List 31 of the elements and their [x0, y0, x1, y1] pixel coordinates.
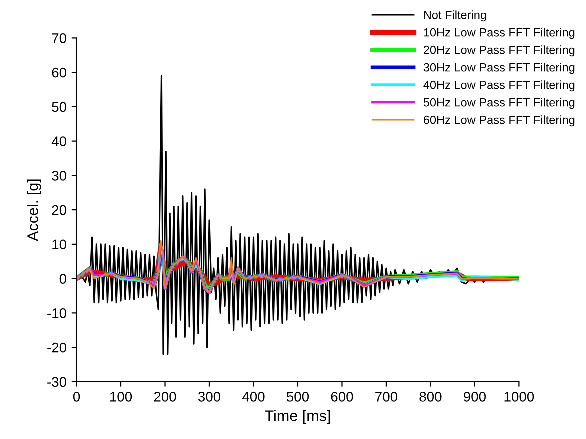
legend-label: 40Hz Low Pass FFT Filtering	[424, 80, 575, 92]
legend-label: Not Filtering	[424, 10, 486, 22]
y-tick-label: 30	[52, 171, 66, 181]
y-axis-title: Accel. [g]	[27, 180, 42, 242]
y-tick-label: 60	[52, 68, 66, 78]
x-tick-label: 200	[154, 392, 176, 402]
x-tick-label: 300	[198, 392, 221, 402]
legend-label: 30Hz Low Pass FFT Filtering	[424, 63, 575, 74]
x-tick-label: 900	[464, 392, 486, 402]
legend-label: 20Hz Low Pass FFT Filtering	[424, 46, 575, 57]
x-tick-label: 100	[110, 392, 132, 402]
legend-label: 50Hz Low Pass FFT Filtering	[424, 98, 575, 110]
legend-label: 60Hz Low Pass FFT Filtering	[424, 116, 575, 127]
x-tick-label: 0	[73, 392, 80, 402]
x-tick-label: 600	[331, 392, 354, 402]
y-tick-label: 10	[52, 240, 66, 250]
y-tick-label: -10	[48, 308, 67, 318]
x-tick-label: 800	[420, 392, 442, 402]
y-tick-label: 70	[52, 34, 66, 44]
x-tick-label: 400	[242, 392, 265, 402]
y-tick-label: 50	[52, 102, 66, 112]
x-tick-label: 700	[376, 392, 398, 402]
y-tick-label: 20	[52, 205, 66, 216]
y-tick-label: 40	[52, 136, 66, 146]
x-tick-label: 500	[286, 392, 310, 402]
y-tick-label: -20	[48, 342, 67, 353]
y-tick-label: 0	[60, 274, 66, 284]
y-tick-label: -30	[48, 377, 67, 388]
x-tick-label: 1000	[504, 392, 534, 402]
legend-label: 10Hz Low Pass FFT Filtering	[424, 28, 575, 40]
x-axis-title: Time [ms]	[265, 410, 330, 424]
